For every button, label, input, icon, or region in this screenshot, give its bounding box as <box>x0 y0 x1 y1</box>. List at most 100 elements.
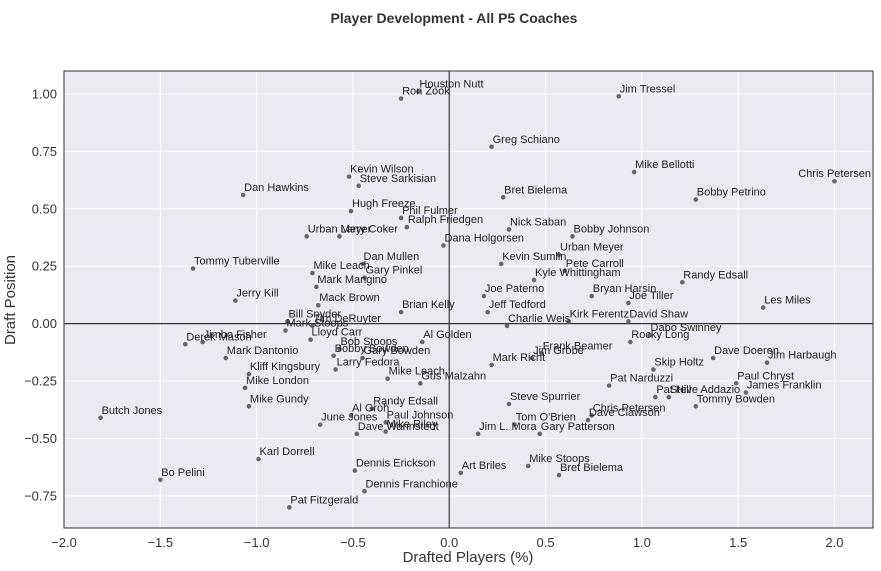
point-label: Pete Carroll <box>566 258 624 270</box>
point-label: Mike Gundy <box>250 393 309 405</box>
data-point <box>337 346 342 352</box>
point-label: Chris Petersen <box>593 402 666 414</box>
point-label: Derek Mason <box>186 331 251 343</box>
y-tick-label: −0.25 <box>24 374 57 389</box>
data-point <box>360 355 365 361</box>
x-axis-ticks: −2.0 −1.5 −1.0 −0.5 0.0 0.5 1.0 1.5 2.0 <box>51 535 843 550</box>
point-label: Dan Mullen <box>364 251 420 263</box>
point-label: Skip Holtz <box>654 357 704 369</box>
data-point <box>354 431 360 437</box>
data-point <box>158 477 163 483</box>
data-point <box>200 339 205 345</box>
point-label: Mark Richt <box>493 352 546 364</box>
data-point <box>310 323 315 329</box>
data-point <box>512 422 518 427</box>
data-point <box>556 472 562 478</box>
point-label: Dennis Erickson <box>356 458 435 470</box>
point-label: Tom O'Brien <box>516 412 576 424</box>
x-tick-label: −2.0 <box>51 535 77 550</box>
point-label: Brian Kelly <box>402 299 455 311</box>
point-label: Steve Spurrier <box>510 391 581 403</box>
point-label: Dana Holgorsen <box>444 233 524 245</box>
data-point <box>680 279 685 285</box>
point-label: Art Briles <box>462 460 507 472</box>
point-label: Bobby Johnson <box>574 223 650 235</box>
point-label: Tommy Bowden <box>697 393 775 405</box>
data-point <box>418 381 423 386</box>
data-point <box>832 178 837 184</box>
data-point <box>562 268 568 274</box>
data-point <box>331 353 336 359</box>
point-label: Mike Leach <box>389 366 445 378</box>
point-label: Chris Petersen <box>798 168 871 180</box>
data-points <box>98 89 837 510</box>
data-point <box>589 293 595 299</box>
point-label: Gary Patterson <box>541 421 615 433</box>
point-label: Mark Stoops <box>287 318 349 330</box>
data-point <box>246 371 252 377</box>
data-point <box>333 367 338 372</box>
data-point <box>441 243 446 248</box>
y-tick-label: 0.25 <box>32 259 57 274</box>
data-point <box>525 463 531 469</box>
point-label: Rocky Long <box>631 329 689 341</box>
data-point <box>348 208 354 214</box>
x-tick-label: −1.0 <box>244 535 270 550</box>
data-point <box>628 339 633 345</box>
data-point <box>504 323 510 329</box>
point-label: Larry Coker <box>340 223 398 235</box>
point-label: Mark Dantonio <box>227 345 299 357</box>
point-label: Paul Johnson <box>387 409 454 421</box>
plot-frame <box>63 70 874 529</box>
point-label: James Franklin <box>747 380 822 392</box>
point-label: Steve Addazio <box>670 384 740 396</box>
data-point <box>304 234 310 239</box>
data-point <box>458 470 464 476</box>
point-label: Jim L. Mora <box>479 421 537 433</box>
point-label: Kevin Wilson <box>350 164 414 176</box>
point-label: Tim DeRuyter <box>313 313 381 325</box>
data-point <box>570 234 575 239</box>
data-point <box>398 309 404 315</box>
data-point <box>398 96 404 101</box>
point-label: Urban Meyer <box>560 242 624 254</box>
point-label: Dabo Swinney <box>651 322 722 334</box>
data-point <box>626 319 631 324</box>
data-point <box>416 89 421 94</box>
point-label: Gus Malzahn <box>421 370 486 382</box>
point-label: Karl Dorrell <box>260 446 315 458</box>
data-point <box>626 300 631 306</box>
data-point <box>98 415 103 421</box>
y-tick-label: 0.00 <box>32 316 57 331</box>
data-point <box>556 252 562 258</box>
point-label: Jerry Kill <box>236 288 278 300</box>
point-label: Paul Chryst <box>737 370 794 382</box>
point-label: Dave Clawson <box>589 407 660 419</box>
point-label: Les Miles <box>764 295 811 307</box>
data-point <box>489 362 494 368</box>
point-label: Dave Doeren <box>714 345 779 357</box>
point-label: Mike Stoops <box>529 453 590 465</box>
x-tick-label: 2.0 <box>825 535 843 550</box>
data-point <box>310 270 315 276</box>
x-tick-label: 1.0 <box>633 535 651 550</box>
point-label: June Jones <box>321 412 378 424</box>
point-label: Pat Fitzgerald <box>290 494 358 506</box>
point-label: Al Groh <box>352 402 389 414</box>
point-label: Gary Bowden <box>364 345 431 357</box>
data-point <box>283 328 288 333</box>
x-tick-label: 0.5 <box>537 535 555 550</box>
point-label: Jimbo Fisher <box>204 329 267 341</box>
data-point <box>308 337 313 342</box>
data-point <box>242 385 248 391</box>
point-label: Mike Bellotti <box>635 159 694 171</box>
data-point <box>764 360 770 365</box>
point-label: Bret Bielema <box>504 184 568 196</box>
point-labels: Houston Nutt Jim Tressel Ron Zook Greg Schi… <box>102 79 871 507</box>
data-point <box>647 332 652 338</box>
data-point <box>537 431 543 437</box>
point-label: Kevin Sumlin <box>502 251 566 263</box>
y-axis-label: Draft Position <box>2 255 19 345</box>
data-point <box>315 302 321 308</box>
